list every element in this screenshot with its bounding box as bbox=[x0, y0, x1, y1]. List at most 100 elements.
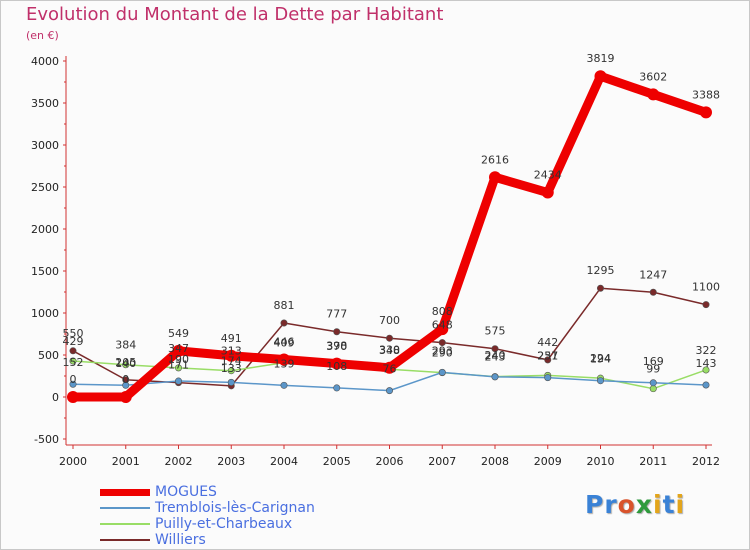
data-label: 322 bbox=[696, 344, 717, 357]
y-tick-label: 4000 bbox=[31, 55, 59, 68]
x-tick-label: 2011 bbox=[639, 455, 667, 468]
data-point bbox=[596, 377, 604, 385]
data-point bbox=[227, 378, 235, 386]
data-label: 205 bbox=[115, 356, 136, 369]
x-tick-label: 2009 bbox=[534, 455, 562, 468]
data-label: 190 bbox=[168, 353, 189, 366]
data-point bbox=[175, 364, 183, 372]
line-chart: -500 0 500 1000 1500 2000 2500 3000 3500 4000 2000… bbox=[31, 52, 720, 468]
data-point bbox=[122, 361, 130, 369]
data-label: 347 bbox=[168, 342, 189, 355]
y-tick-label: -500 bbox=[34, 433, 59, 446]
data-point bbox=[596, 284, 604, 292]
data-point bbox=[438, 339, 446, 347]
data-point bbox=[702, 301, 710, 309]
data-label: 152 bbox=[63, 356, 84, 369]
x-tick-label: 2007 bbox=[428, 455, 456, 468]
x-tick-label: 2000 bbox=[59, 455, 87, 468]
data-label: 398 bbox=[326, 340, 347, 353]
data-point bbox=[649, 379, 657, 387]
data-label: 240 bbox=[485, 349, 506, 362]
data-label: 313 bbox=[221, 345, 242, 358]
data-point bbox=[172, 344, 185, 357]
y-tick-label: 2500 bbox=[31, 181, 59, 194]
data-point bbox=[383, 361, 396, 374]
y-tick-label: 500 bbox=[38, 349, 59, 362]
data-label: 224 bbox=[590, 352, 611, 365]
data-point bbox=[702, 381, 710, 389]
data-point bbox=[280, 319, 288, 327]
data-label: 0 bbox=[122, 373, 129, 386]
data-label: 194 bbox=[590, 353, 611, 366]
y-tick-label: 3500 bbox=[31, 97, 59, 110]
data-point bbox=[67, 391, 79, 403]
data-label: 139 bbox=[274, 357, 295, 370]
data-label: 648 bbox=[432, 319, 453, 332]
x-tick-label: 2006 bbox=[376, 455, 404, 468]
data-label: 550 bbox=[63, 327, 84, 340]
data-label: 1295 bbox=[587, 264, 615, 277]
data-label: 446 bbox=[274, 336, 295, 349]
data-label: 257 bbox=[537, 349, 558, 362]
legend-swatch bbox=[100, 489, 150, 496]
data-point bbox=[491, 345, 499, 353]
data-point bbox=[702, 366, 710, 374]
legend-label: Puilly-et-Charbeaux bbox=[155, 516, 293, 532]
data-point bbox=[544, 374, 552, 382]
y-tick-label: 0 bbox=[52, 391, 59, 404]
data-label: 169 bbox=[643, 355, 664, 368]
data-point bbox=[489, 171, 501, 184]
data-label: 231 bbox=[537, 350, 558, 363]
data-label: 549 bbox=[168, 327, 189, 340]
x-tick-label: 2008 bbox=[481, 455, 509, 468]
x-tick-label: 2004 bbox=[270, 455, 298, 468]
data-point bbox=[544, 356, 552, 364]
data-label: 2616 bbox=[481, 153, 509, 166]
x-tick-label: 2001 bbox=[112, 455, 140, 468]
data-point bbox=[175, 377, 183, 385]
data-label: 76 bbox=[383, 363, 397, 376]
legend-label: MOGUES bbox=[155, 484, 217, 500]
data-label: 293 bbox=[432, 344, 453, 357]
data-point bbox=[227, 367, 235, 375]
data-label: 140 bbox=[115, 357, 136, 370]
chart-unit: (en €) bbox=[26, 29, 59, 42]
x-tick-label: 2010 bbox=[587, 455, 615, 468]
y-tick-label: 1500 bbox=[31, 265, 59, 278]
x-tick-label: 2012 bbox=[692, 455, 720, 468]
data-label: 108 bbox=[326, 360, 347, 373]
data-point bbox=[122, 381, 130, 389]
legend-label: Tremblois-lès-Carignan bbox=[155, 500, 315, 516]
data-point bbox=[69, 380, 77, 388]
data-label: 348 bbox=[379, 344, 400, 357]
data-label: 3388 bbox=[692, 88, 720, 101]
data-label: 429 bbox=[63, 335, 84, 348]
chart-title: Evolution du Montant de la Dette par Hab… bbox=[26, 4, 444, 25]
data-point bbox=[119, 391, 132, 403]
y-tick-label: 2000 bbox=[31, 223, 59, 236]
data-point bbox=[438, 368, 446, 376]
data-label: 442 bbox=[537, 336, 558, 349]
data-point bbox=[278, 353, 290, 366]
data-point bbox=[594, 70, 607, 83]
data-label: 133 bbox=[221, 362, 242, 375]
data-point bbox=[491, 373, 499, 381]
data-label: 3602 bbox=[639, 70, 667, 83]
data-label: 808 bbox=[432, 305, 453, 318]
data-label: 881 bbox=[274, 299, 295, 312]
data-point bbox=[385, 387, 393, 395]
data-label: 409 bbox=[274, 337, 295, 350]
legend-swatch bbox=[100, 523, 150, 525]
data-point bbox=[385, 334, 393, 342]
data-label: 491 bbox=[221, 332, 242, 345]
data-label: 143 bbox=[696, 357, 717, 370]
legend-swatch bbox=[100, 539, 150, 541]
data-point bbox=[649, 288, 657, 296]
data-label: 575 bbox=[485, 325, 506, 338]
x-tick-label: 2002 bbox=[165, 455, 193, 468]
y-tick-label: 1000 bbox=[31, 307, 59, 320]
data-point bbox=[647, 88, 660, 101]
data-point bbox=[333, 384, 341, 392]
y-tick-label: 3000 bbox=[31, 139, 59, 152]
